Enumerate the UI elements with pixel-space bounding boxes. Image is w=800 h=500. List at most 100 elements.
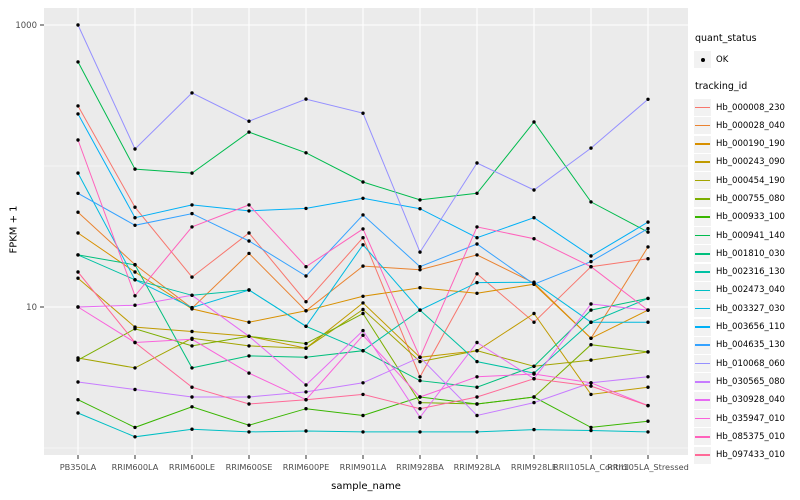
data-point <box>475 395 479 399</box>
data-point <box>418 395 422 399</box>
data-point <box>247 119 251 123</box>
data-point <box>247 334 251 338</box>
data-point <box>76 138 80 142</box>
data-point <box>247 231 251 235</box>
data-point <box>190 405 194 409</box>
data-point <box>247 320 251 324</box>
line-key-icon <box>694 318 711 336</box>
legend-item-label: Hb_002473_040 <box>716 285 785 296</box>
legend-item-label: Hb_000008_230 <box>716 102 785 113</box>
data-point <box>190 337 194 341</box>
x-tick-label: RRIM928LA <box>454 462 501 472</box>
data-point <box>190 211 194 216</box>
data-point <box>475 340 479 345</box>
data-point <box>190 203 194 207</box>
data-point <box>304 206 308 211</box>
data-point <box>304 274 308 278</box>
data-point <box>133 303 137 307</box>
data-point <box>361 227 365 231</box>
legend-title-quant-status: quant_status <box>695 33 757 44</box>
data-point <box>190 385 194 389</box>
legend-color-line <box>695 124 710 127</box>
data-point <box>304 383 308 387</box>
data-point <box>589 425 593 430</box>
line-key-icon <box>694 263 711 281</box>
data-point <box>475 161 479 165</box>
line-key-icon <box>694 281 711 299</box>
data-point <box>532 216 536 220</box>
data-point <box>418 430 422 434</box>
legend-color-line <box>695 435 710 438</box>
data-point <box>532 311 536 316</box>
data-point <box>418 268 422 272</box>
data-point <box>361 381 365 385</box>
line-key-icon <box>694 190 711 208</box>
legend-item-Hb_000008_230: Hb_000008_230 <box>694 99 785 116</box>
data-point <box>361 264 365 268</box>
legend-item-label: Hb_097433_010 <box>716 450 785 461</box>
data-point <box>133 278 137 282</box>
line-key-icon <box>694 172 711 190</box>
legend-color-line <box>695 417 710 420</box>
legend-item-Hb_000933_100: Hb_000933_100 <box>694 208 785 226</box>
data-point <box>418 400 422 405</box>
data-point <box>646 296 650 301</box>
data-point <box>133 340 137 345</box>
legend-item-label: Hb_010068_060 <box>716 358 785 369</box>
data-point <box>190 275 194 279</box>
data-point <box>133 425 137 430</box>
data-point <box>589 200 593 204</box>
legend-item-label: Hb_000933_100 <box>716 212 785 223</box>
data-point <box>589 392 593 397</box>
data-point <box>133 167 137 171</box>
data-point <box>304 398 308 402</box>
data-point <box>133 270 137 274</box>
data-point <box>589 265 593 269</box>
data-point <box>190 91 194 95</box>
line-key-icon <box>694 391 711 409</box>
data-point <box>418 415 422 419</box>
x-axis-title: sample_name <box>331 481 401 492</box>
data-point <box>247 354 251 358</box>
data-point <box>646 245 650 249</box>
data-point <box>418 359 422 364</box>
data-point <box>589 320 593 324</box>
data-point <box>361 213 365 217</box>
data-point <box>418 379 422 383</box>
legend-item-label: Hb_035947_010 <box>716 413 785 424</box>
legend-item-label: Hb_000190_190 <box>716 139 785 150</box>
legend-item-Hb_004635_130: Hb_004635_130 <box>694 336 785 354</box>
data-point <box>304 151 308 155</box>
data-point <box>133 205 137 209</box>
data-point <box>418 407 422 411</box>
data-point <box>532 364 536 368</box>
line-key-icon <box>694 355 711 373</box>
line-key-icon <box>694 227 711 245</box>
data-point <box>418 308 422 312</box>
data-point <box>76 191 80 195</box>
legend-item-Hb_000190_190: Hb_000190_190 <box>694 135 785 153</box>
data-point <box>304 341 308 346</box>
data-point <box>133 223 137 227</box>
data-point <box>190 329 194 334</box>
data-point <box>361 236 365 240</box>
legend-item-label: Hb_000755_080 <box>716 193 785 204</box>
legend-item-Hb_000028_040: Hb_000028_040 <box>694 117 785 135</box>
data-point <box>76 112 80 116</box>
data-point <box>76 210 80 214</box>
x-tick-label: RRII105LA_Control <box>553 462 629 472</box>
data-point <box>589 302 593 306</box>
data-point <box>247 344 251 348</box>
legend-item-label: Hb_000243_090 <box>716 157 785 168</box>
data-point <box>475 430 479 434</box>
data-point <box>418 375 422 379</box>
legend-item-label: Hb_003327_030 <box>716 303 785 314</box>
data-point <box>646 403 650 408</box>
data-point <box>475 253 479 257</box>
data-point <box>247 288 251 292</box>
data-point <box>646 430 650 434</box>
legend-color-line <box>695 362 710 365</box>
data-point <box>361 311 365 316</box>
